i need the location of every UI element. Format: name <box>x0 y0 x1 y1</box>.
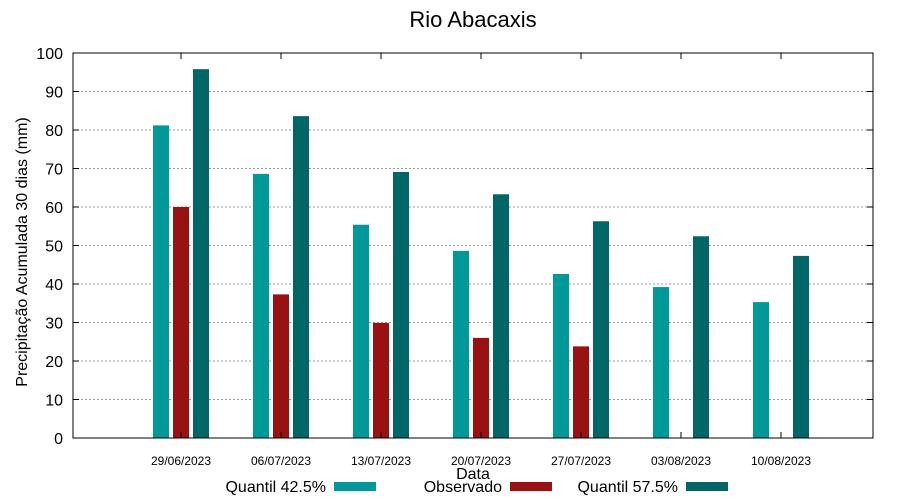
legend-label-quantil-42-5-: Quantil 42.5% <box>225 479 326 496</box>
bar-quantil-42-5--5 <box>653 287 669 438</box>
x-tick-label: 10/08/2023 <box>751 454 811 468</box>
x-tick-label: 27/07/2023 <box>551 454 611 468</box>
bar-quantil-57-5--2 <box>393 171 409 438</box>
bar-quantil-57-5--3 <box>493 194 509 438</box>
y-tick-label: 100 <box>36 46 63 63</box>
y-tick-label: 70 <box>45 162 63 179</box>
y-tick-label: 40 <box>45 277 63 294</box>
y-tick-label: 10 <box>45 393 63 410</box>
y-tick-label: 20 <box>45 354 63 371</box>
x-tick-label: 29/06/2023 <box>151 454 211 468</box>
legend-swatch-quantil-57-5- <box>686 482 728 491</box>
legend-label-quantil-57-5-: Quantil 57.5% <box>577 479 678 496</box>
x-tick-label: 20/07/2023 <box>451 454 511 468</box>
bar-quantil-42-5--6 <box>753 302 769 438</box>
legend-swatch-quantil-42-5- <box>334 482 376 491</box>
y-tick-label: 60 <box>45 200 63 217</box>
x-tick-labels: 29/06/2023 06/07/2023 13/07/2023 20/07/2023… <box>151 454 811 468</box>
x-axis-label: Data <box>456 466 490 483</box>
y-tick-labels: 0 10 20 30 40 50 60 70 80 90 100 <box>36 46 63 448</box>
legend: Quantil 42.5% Observado Quantil 57.5% <box>225 479 728 496</box>
chart-title: Rio Abacaxis <box>409 7 536 32</box>
bar-quantil-57-5--1 <box>293 116 309 438</box>
y-tick-label: 50 <box>45 239 63 256</box>
y-axis-label: Precipitação Acumulada 30 dias (mm) <box>14 117 31 386</box>
y-tick-label: 90 <box>45 85 63 102</box>
bar-quantil-42-5--2 <box>353 224 369 438</box>
bar-observado-1 <box>273 294 289 438</box>
x-tick-label: 13/07/2023 <box>351 454 411 468</box>
bar-quantil-57-5--4 <box>593 221 609 438</box>
bar-observado-2 <box>373 322 389 438</box>
bar-quantil-42-5--3 <box>453 250 469 438</box>
bar-observado-3 <box>473 337 489 438</box>
legend-label-observado: Observado <box>424 479 502 496</box>
legend-swatch-observado <box>510 482 552 491</box>
y-tick-label: 30 <box>45 316 63 333</box>
x-tick-label: 03/08/2023 <box>651 454 711 468</box>
y-tick-label: 0 <box>54 431 63 448</box>
bar-quantil-57-5--5 <box>693 236 709 438</box>
bar-quantil-42-5--0 <box>153 125 169 438</box>
bar-quantil-42-5--4 <box>553 273 569 438</box>
bar-observado-4 <box>573 346 589 438</box>
bar-quantil-42-5--1 <box>253 173 269 438</box>
axis-ticks <box>73 52 873 439</box>
bars <box>153 69 809 439</box>
bar-observado-0 <box>173 207 189 438</box>
x-tick-label: 06/07/2023 <box>251 454 311 468</box>
y-tick-label: 80 <box>45 123 63 140</box>
bar-quantil-57-5--0 <box>193 69 209 439</box>
bar-quantil-57-5--6 <box>793 255 809 438</box>
